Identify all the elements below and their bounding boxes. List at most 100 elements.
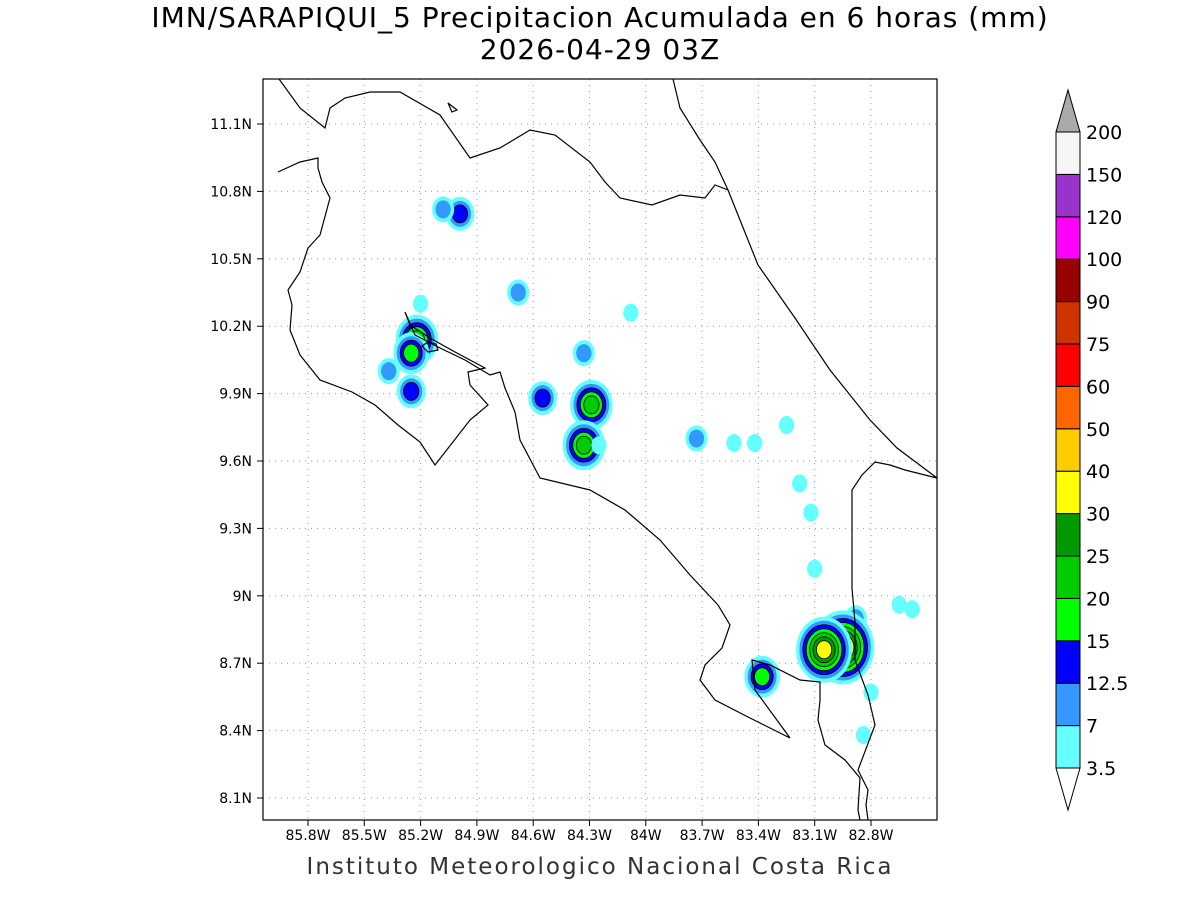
precip-cell — [796, 617, 852, 683]
lat-tick-label: 11.1N — [210, 117, 252, 133]
precip-cell — [397, 374, 426, 408]
colorbar-swatch — [1056, 641, 1080, 683]
colorbar-max-triangle — [1056, 90, 1080, 132]
precip-contour-level — [535, 389, 550, 407]
longitude-tick-labels: 85.8W 85.5W 85.2W 84.9W 84.6W 84.3W 84W 83.7W 83… — [285, 828, 893, 844]
colorbar-legend: 3.5 7 12.5 15 20 25 30 40 50 60 75 90 100 120 150 200 — [1056, 90, 1128, 810]
precip-cell — [726, 434, 741, 452]
precip-contour-level — [576, 436, 591, 454]
precip-cell — [747, 434, 762, 452]
colorbar-level-label: 20 — [1086, 588, 1110, 610]
colorbar-level-label: 40 — [1086, 461, 1110, 483]
lat-tick-label: 10.8N — [210, 184, 252, 200]
lon-tick-label: 85.8W — [285, 828, 330, 844]
precip-contour-level — [404, 344, 419, 362]
precip-cell — [792, 474, 807, 492]
precip-contour-level — [803, 504, 818, 522]
lat-tick-label: 9.9N — [219, 387, 252, 403]
colorbar-swatch — [1056, 259, 1080, 301]
lat-tick-label: 8.4N — [219, 724, 252, 740]
precip-contour-level — [623, 304, 638, 322]
precip-cell — [432, 196, 454, 222]
lon-tick-label: 84W — [630, 828, 662, 844]
lon-tick-label: 85.5W — [342, 828, 387, 844]
colorbar-swatch — [1056, 302, 1080, 344]
precip-contour-level — [689, 430, 704, 448]
lon-tick-label: 82.8W — [848, 828, 893, 844]
colorbar-swatch — [1056, 726, 1080, 768]
colorbar-level-label: 25 — [1086, 546, 1110, 568]
colorbar-level-label: 150 — [1086, 164, 1122, 186]
colorbar-level-label: 50 — [1086, 419, 1110, 441]
colorbar-swatch — [1056, 217, 1080, 259]
precip-cell — [807, 560, 822, 578]
precip-contour-level — [576, 344, 591, 362]
precip-contour-level — [779, 416, 794, 434]
precip-cell — [413, 295, 428, 313]
lon-tick-label: 84.6W — [511, 828, 556, 844]
precip-contour-level — [726, 434, 741, 452]
precip-cell — [863, 683, 878, 701]
precip-contour-level — [863, 683, 878, 701]
precip-contour-level — [807, 560, 822, 578]
colorbar-level-label: 75 — [1086, 334, 1110, 356]
precip-contour-level — [452, 205, 467, 223]
lon-tick-label: 84.9W — [454, 828, 499, 844]
colorbar-swatch — [1056, 386, 1080, 428]
precip-cell — [623, 304, 638, 322]
precip-contour-level — [755, 668, 770, 686]
precip-contour-level — [435, 200, 450, 218]
colorbar-level-label: 90 — [1086, 292, 1110, 314]
precip-contour-level — [792, 474, 807, 492]
colorbar-level-label: 30 — [1086, 504, 1110, 526]
precip-cell — [685, 426, 707, 452]
footer-credit: Instituto Meteorologico Nacional Costa R… — [250, 854, 950, 880]
precip-contour-level — [892, 596, 907, 614]
lat-tick-label: 8.7N — [219, 656, 252, 672]
precip-contour-level — [816, 641, 831, 659]
colorbar-swatch — [1056, 429, 1080, 471]
colorbar-swatch — [1056, 132, 1080, 174]
precip-cell — [905, 600, 920, 618]
colorbar-min-triangle — [1056, 768, 1080, 810]
precip-contour-level — [905, 600, 920, 618]
precip-cell — [591, 436, 606, 454]
colorbar-level-label: 200 — [1086, 122, 1122, 144]
lat-tick-label: 9.6N — [219, 454, 252, 470]
lat-tick-label: 10.2N — [210, 319, 252, 335]
lon-tick-label: 83.7W — [680, 828, 725, 844]
lat-tick-label: 8.1N — [219, 791, 252, 807]
precip-cell — [378, 358, 400, 384]
colorbar-swatch — [1056, 556, 1080, 598]
precip-contour-level — [413, 295, 428, 313]
precip-cell — [892, 596, 907, 614]
precip-cell — [744, 656, 780, 698]
colorbar-level-label: 100 — [1086, 249, 1122, 271]
latitude-tick-labels: 11.1N 10.8N 10.5N 10.2N 9.9N 9.6N 9.3N 9N 8.7N 8.… — [210, 117, 252, 807]
colorbar-level-label: 7 — [1086, 716, 1098, 738]
precip-cell — [779, 416, 794, 434]
precip-contour-level — [747, 434, 762, 452]
precip-cell — [803, 504, 818, 522]
lat-tick-label: 9N — [233, 589, 252, 605]
colorbar-level-label: 12.5 — [1086, 673, 1128, 695]
colorbar-swatch — [1056, 598, 1080, 640]
precip-cell — [507, 280, 529, 306]
colorbar-level-label: 15 — [1086, 631, 1110, 653]
precip-cell — [573, 340, 595, 366]
precip-cell — [528, 381, 557, 415]
precip-contour-level — [511, 284, 526, 302]
colorbar-level-label: 120 — [1086, 207, 1122, 229]
colorbar-swatch — [1056, 344, 1080, 386]
colorbar-level-label: 60 — [1086, 376, 1110, 398]
lon-tick-label: 84.3W — [567, 828, 612, 844]
lon-tick-label: 83.1W — [792, 828, 837, 844]
lat-tick-label: 10.5N — [210, 252, 252, 268]
colorbar-swatch — [1056, 514, 1080, 556]
lon-tick-label: 83.4W — [736, 828, 781, 844]
precip-contour-level — [584, 396, 599, 414]
lat-tick-label: 9.3N — [219, 521, 252, 537]
colorbar-swatch — [1056, 174, 1080, 216]
precip-contour-level — [404, 382, 419, 400]
